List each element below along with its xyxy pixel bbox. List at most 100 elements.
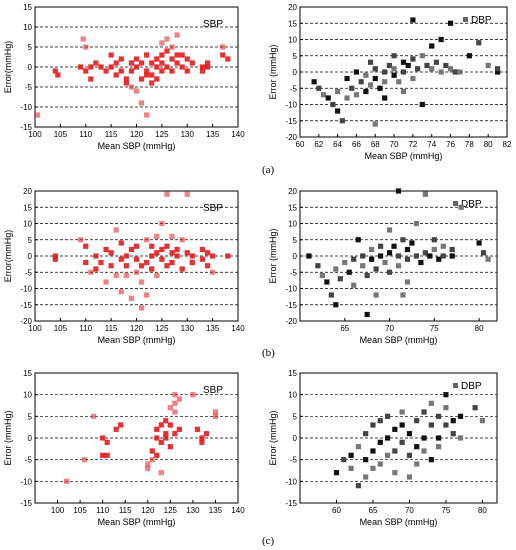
data-point <box>133 64 140 70</box>
data-point <box>144 237 150 243</box>
data-point <box>349 85 355 91</box>
data-point <box>333 302 339 308</box>
x-tick-label: 74 <box>427 140 436 149</box>
y-tick-label: -20 <box>285 317 297 326</box>
data-point <box>203 431 210 437</box>
data-point <box>172 400 178 406</box>
y-tick-label: 0 <box>28 63 33 72</box>
data-point <box>399 439 405 445</box>
data-point <box>149 253 155 259</box>
data-point <box>443 392 449 398</box>
data-point <box>164 243 170 249</box>
data-point <box>138 263 145 269</box>
data-point <box>154 250 160 256</box>
data-point <box>93 60 99 66</box>
chart-panel-c-right: -15 -10 -5 0 5 10 15 60 65 70 75 80 Mean SBP (mmHg) E… <box>268 369 498 527</box>
data-point <box>436 413 442 419</box>
data-point <box>324 279 330 285</box>
data-point <box>167 444 173 450</box>
y-tick-label: 0 <box>293 434 298 443</box>
data-point <box>154 452 160 458</box>
data-point <box>108 64 114 70</box>
x-tick-label: 65 <box>369 506 378 515</box>
x-tick-label: 135 <box>206 324 220 333</box>
y-tick-label: -15 <box>20 301 32 310</box>
data-point <box>149 60 155 66</box>
data-point <box>149 448 155 454</box>
data-point <box>319 272 325 279</box>
y-tick-label: 15 <box>23 3 32 12</box>
y-tick-label: -15 <box>20 123 32 132</box>
data-point <box>144 68 150 74</box>
y-axis-label: Error(mmHg) <box>3 230 13 283</box>
data-point <box>88 64 94 70</box>
legend-label: SBP <box>203 203 223 214</box>
y-tick-label: -5 <box>25 268 33 277</box>
data-point <box>176 426 182 432</box>
x-axis-label: Mean SBP (mmHg) <box>360 335 438 345</box>
data-point <box>138 100 145 106</box>
data-point <box>184 68 190 74</box>
y-axis-label: Error(mmHg) <box>3 41 13 94</box>
y-tick-label: 15 <box>23 203 32 212</box>
data-point <box>449 246 455 253</box>
data-point <box>154 233 160 240</box>
y-tick-label: 15 <box>288 19 297 28</box>
data-point <box>158 470 164 476</box>
data-point <box>399 422 405 428</box>
data-point <box>377 243 384 249</box>
data-point <box>355 483 361 489</box>
x-tick-label: 78 <box>465 140 474 149</box>
data-point <box>164 64 170 70</box>
data-point <box>410 75 416 82</box>
data-point <box>373 266 379 272</box>
data-point <box>179 52 185 58</box>
y-axis-label: Error (mmHg) <box>268 229 278 284</box>
data-point <box>405 62 411 69</box>
data-point <box>472 405 478 411</box>
data-point <box>52 68 58 74</box>
y-tick-label: 0 <box>293 68 298 77</box>
data-point <box>382 95 388 101</box>
data-point <box>476 240 482 246</box>
data-point <box>360 253 366 259</box>
x-tick-label: 100 <box>51 506 65 515</box>
data-point <box>174 253 180 259</box>
data-point <box>91 413 97 419</box>
x-tick-label: 100 <box>28 324 42 333</box>
legend-label: DBP <box>471 15 492 26</box>
x-tick-label: 130 <box>181 130 195 139</box>
data-point <box>199 64 206 70</box>
data-point <box>184 56 190 62</box>
data-point <box>410 17 416 23</box>
data-point <box>169 56 175 62</box>
y-tick-label: -5 <box>290 84 298 93</box>
data-point <box>335 88 341 95</box>
data-point <box>154 76 160 82</box>
data-point <box>438 36 444 43</box>
data-point <box>189 253 195 259</box>
x-tick-label: 72 <box>408 140 417 149</box>
data-point <box>133 88 140 94</box>
data-point <box>100 435 106 441</box>
data-point <box>34 112 41 118</box>
data-point <box>167 422 173 428</box>
x-tick-label: 125 <box>155 130 169 139</box>
y-tick-label: 15 <box>288 203 297 212</box>
data-point <box>113 227 119 233</box>
data-point <box>377 85 383 91</box>
data-point <box>414 461 420 467</box>
y-tick-label: 10 <box>23 23 32 32</box>
data-point <box>159 40 165 46</box>
data-point <box>176 396 182 402</box>
data-point <box>311 79 317 85</box>
y-tick-label: -5 <box>25 456 33 465</box>
x-axis-label: Mean SBP (mmHg) <box>360 517 438 527</box>
data-point <box>164 263 170 269</box>
data-point <box>370 448 376 454</box>
data-point <box>133 256 140 262</box>
data-point <box>199 439 205 445</box>
x-tick-label: 140 <box>231 324 245 333</box>
data-point <box>159 220 165 227</box>
data-point <box>159 246 165 253</box>
